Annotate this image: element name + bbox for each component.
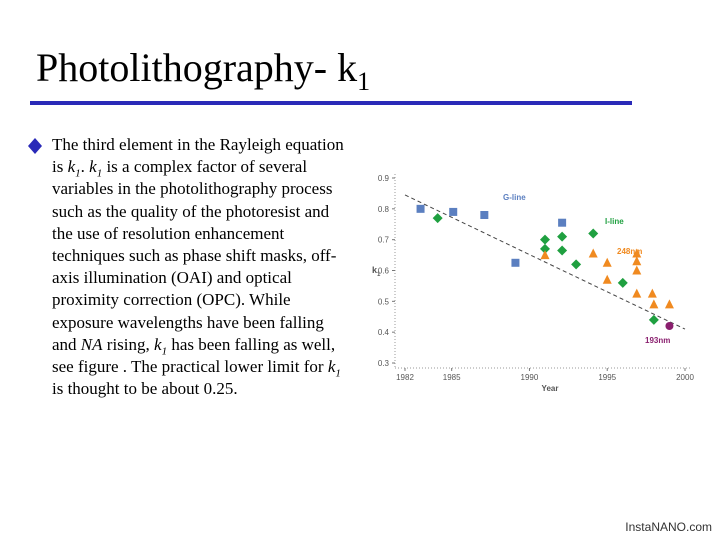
point — [665, 322, 674, 330]
text-run: is a complex factor of several variables… — [52, 157, 337, 354]
text-run: k — [89, 157, 97, 177]
series-label: 248nm — [617, 247, 642, 256]
series-label: G-line — [503, 193, 526, 202]
x-axis-label: Year — [542, 384, 559, 393]
point — [571, 259, 582, 270]
text-run: NA — [80, 334, 103, 354]
point — [540, 243, 550, 254]
series-label: 193nm — [645, 336, 670, 345]
y-tick-label: 0.8 — [378, 205, 390, 214]
text-run: 1 — [75, 167, 81, 180]
text-run: 1 — [161, 345, 168, 358]
series-label: I-line — [605, 217, 624, 226]
text-run: rising, — [102, 334, 155, 354]
point — [632, 265, 642, 275]
point — [480, 211, 489, 219]
point — [632, 256, 642, 266]
title-text: Photolithography- k — [36, 45, 358, 90]
text-run: k — [67, 157, 76, 177]
y-label-subscript: 1 — [377, 272, 381, 278]
point — [588, 228, 599, 239]
text-run: has been falling as well, see figure . T… — [52, 334, 336, 377]
text-run: 1 — [335, 367, 341, 380]
footer: InstaNANO.com — [625, 520, 712, 534]
text-run: k — [154, 334, 162, 354]
point — [416, 204, 425, 213]
y-tick-label: 0.6 — [378, 267, 390, 276]
y-tick-label: 0.7 — [378, 236, 390, 245]
point — [511, 258, 520, 267]
trend-line — [404, 194, 686, 330]
point — [557, 231, 568, 242]
y-tick-label: 0.5 — [378, 297, 390, 306]
text-run: 1 — [96, 167, 103, 180]
point — [602, 257, 612, 267]
point — [602, 274, 612, 284]
point — [558, 218, 567, 227]
x-tick-label: 1995 — [598, 373, 616, 382]
text-run: . — [80, 157, 90, 177]
point — [649, 299, 659, 309]
point — [540, 234, 550, 245]
point — [540, 250, 550, 260]
chart: 0.3 0.4 0.5 0.6 0.7 0.8 0.9 1982 1985 1990 1995 200… — [372, 174, 694, 393]
x-tick-label: 2000 — [676, 373, 694, 382]
point — [648, 314, 659, 325]
point — [557, 245, 568, 256]
y-tick-label: 0.3 — [378, 359, 390, 368]
point — [617, 277, 628, 288]
point — [647, 288, 657, 298]
text-run: k — [327, 357, 336, 377]
point — [664, 299, 674, 309]
y-tick-label: 0.4 — [378, 328, 390, 337]
bullet — [28, 138, 42, 154]
title-rule — [30, 101, 632, 105]
point — [632, 248, 642, 258]
y-axis-label: k1 — [372, 265, 381, 278]
y-label-text: k — [372, 265, 378, 275]
slide-title: Photolithography- k1 — [36, 44, 370, 97]
x-tick-label: 1990 — [521, 373, 539, 382]
point — [632, 288, 642, 298]
title-subscript: 1 — [357, 67, 371, 96]
x-tick-label: 1982 — [396, 373, 414, 382]
point — [449, 207, 458, 216]
text-run: The third element in the Rayleigh equati… — [52, 135, 344, 177]
body-text: The third element in the Rayleigh equati… — [52, 134, 352, 400]
x-tick-label: 1985 — [443, 373, 461, 382]
y-tick-label: 0.9 — [378, 174, 390, 183]
point — [588, 248, 598, 258]
text-run: is thought to be about 0.25. — [52, 379, 238, 399]
point — [432, 213, 443, 224]
